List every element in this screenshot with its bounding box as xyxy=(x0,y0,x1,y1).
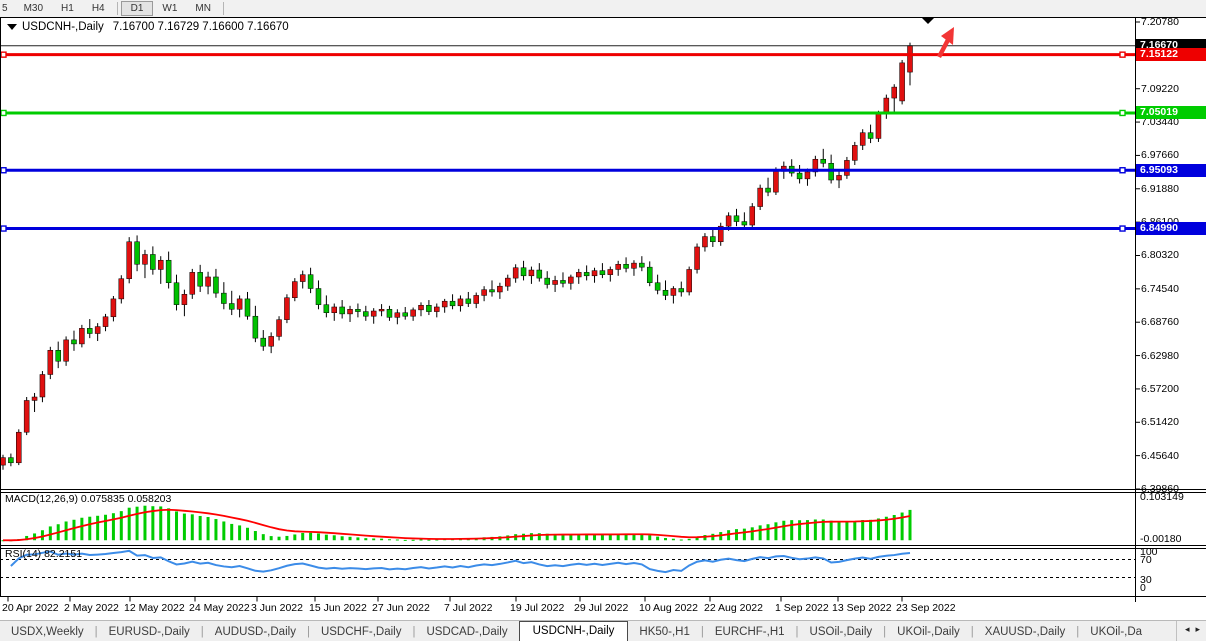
price-badge-7.15122: 7.15122 xyxy=(1136,48,1206,62)
timeframe-button-m30[interactable]: M30 xyxy=(23,3,44,14)
rsi-axis-100: 100 xyxy=(1140,546,1158,558)
rsi-indicator-label: RSI(14) 82.2151 xyxy=(5,548,83,560)
date-axis-label: 2 May 2022 xyxy=(64,602,119,614)
date-axis-label: 29 Jul 2022 xyxy=(574,602,629,614)
date-axis-label: 19 Jul 2022 xyxy=(510,602,565,614)
chart-tab-xauusd-daily[interactable]: XAUUSD-,Daily xyxy=(984,626,1066,638)
chart-tab-usdcnh-daily[interactable]: USDCNH-,Daily xyxy=(518,621,629,641)
timeframe-button-w1[interactable]: W1 xyxy=(162,3,178,14)
timeframe-button-mn[interactable]: MN xyxy=(195,3,211,14)
price-tick-label: 7.09220 xyxy=(1141,82,1179,95)
tab-separator: | xyxy=(200,626,204,638)
timeframe-toolbar: 5 M30 H1 H4 D1 W1 MN xyxy=(0,0,1206,17)
date-axis-label: 22 Aug 2022 xyxy=(704,602,763,614)
chart-tab-usdx-weekly[interactable]: USDX,Weekly xyxy=(11,626,84,638)
toolbar-separator xyxy=(116,2,118,15)
date-axis-label: 15 Jun 2022 xyxy=(309,602,367,614)
chart-tab-bar: USDX,Weekly | EURUSD-,Daily | AUDUSD-,Daily |… xyxy=(0,620,1206,641)
price-tick-label: 6.45640 xyxy=(1141,449,1179,462)
rsi-axis-70: 70 xyxy=(1140,554,1152,566)
chart-tab-audusd-daily[interactable]: AUDUSD-,Daily xyxy=(214,626,296,638)
chart-tab-hk50-h1[interactable]: HK50-,H1 xyxy=(639,626,690,638)
price-tick-label: 6.68760 xyxy=(1141,316,1179,329)
tab-scroll-right-icon[interactable]: ▸ xyxy=(1195,624,1200,634)
rsi-axis-0: 0 xyxy=(1140,581,1146,594)
date-axis-label: 13 Sep 2022 xyxy=(832,602,892,614)
chart-tab-ukoil-da[interactable]: UKOil-,Da xyxy=(1090,626,1143,638)
chart-tab-usdcad-daily[interactable]: USDCAD-,Daily xyxy=(426,626,508,638)
candlestick-series xyxy=(0,42,913,470)
macd-signal-line xyxy=(2,508,911,542)
price-badge-7.05019: 7.05019 xyxy=(1136,106,1206,120)
macd-histogram xyxy=(1,505,912,542)
date-axis-label: 20 Apr 2022 xyxy=(2,602,59,614)
chart-ohlc-quotes: 7.16700 7.16729 7.16600 7.16670 xyxy=(112,21,289,33)
macd-indicator-label: MACD(12,26,9) 0.075835 0.058203 xyxy=(5,493,172,505)
symbol-dropdown-icon[interactable] xyxy=(7,24,17,30)
hline-7.05019[interactable] xyxy=(0,109,1135,117)
rsi-line xyxy=(10,549,911,574)
toolbar-separator xyxy=(222,2,224,15)
hline-6.84990[interactable] xyxy=(0,225,1135,232)
macd-axis-min: -0.00180 xyxy=(1140,533,1182,545)
chart-tab-ukoil-daily[interactable]: UKOil-,Daily xyxy=(897,626,960,638)
chart-tab-usoil-daily[interactable]: USOil-,Daily xyxy=(809,626,873,638)
date-axis-label: 3 Jun 2022 xyxy=(251,602,303,614)
price-tick-label: 6.91880 xyxy=(1141,182,1179,195)
price-tick-label: 6.51420 xyxy=(1141,416,1179,429)
price-tick-label: 6.57200 xyxy=(1141,382,1179,395)
chart-tab-eurchf-h1[interactable]: EURCHF-,H1 xyxy=(714,626,785,638)
timeframe-button-h1[interactable]: H1 xyxy=(61,3,74,14)
hline-7.15122[interactable] xyxy=(0,51,1135,58)
chart-title: USDCNH-,Daily 7.16700 7.16729 7.16600 7.… xyxy=(7,21,289,33)
chart-symbol-label: USDCNH-,Daily xyxy=(22,21,104,33)
price-badge-6.84990: 6.84990 xyxy=(1136,222,1206,236)
price-tick-label: 6.74540 xyxy=(1141,282,1179,295)
timeframe-button-h4[interactable]: H4 xyxy=(91,3,105,14)
tab-separator: | xyxy=(700,626,704,638)
date-axis-label: 1 Sep 2022 xyxy=(775,602,829,614)
macd-axis-max: 0.103149 xyxy=(1140,491,1184,503)
date-axis-label: 27 Jun 2022 xyxy=(372,602,430,614)
price-tick-label: 6.39860 xyxy=(1141,482,1179,495)
chart-tab-usdchf-daily[interactable]: USDCHF-,Daily xyxy=(320,626,402,638)
timeframe-button-d1[interactable]: D1 xyxy=(120,1,154,16)
date-axis-label: 23 Sep 2022 xyxy=(896,602,956,614)
tab-separator: | xyxy=(970,626,974,638)
tab-scroll-controls: ◂ ▸ xyxy=(1175,621,1206,641)
tab-separator: | xyxy=(306,626,310,638)
price-badge-6.95093: 6.95093 xyxy=(1136,163,1206,177)
date-axis-label: 7 Jul 2022 xyxy=(444,602,493,614)
date-axis-label: 24 May 2022 xyxy=(189,602,250,614)
tab-separator: | xyxy=(883,626,887,638)
tab-separator: | xyxy=(1076,626,1080,638)
price-tick-label: 6.62980 xyxy=(1141,349,1179,362)
tab-scroll-left-icon[interactable]: ◂ xyxy=(1184,624,1190,634)
chart-tab-eurusd-daily[interactable]: EURUSD-,Daily xyxy=(108,626,190,638)
tab-separator: | xyxy=(94,626,98,638)
hline-6.95093[interactable] xyxy=(0,167,1135,174)
scroll-to-end-triangle-icon[interactable] xyxy=(922,18,934,24)
price-tick-label: 6.97660 xyxy=(1141,149,1179,162)
date-axis-label: 12 May 2022 xyxy=(124,602,185,614)
price-tick-label: 7.20780 xyxy=(1141,16,1179,28)
price-tick-label: 6.80320 xyxy=(1141,249,1179,262)
tab-separator: | xyxy=(412,626,416,638)
date-axis-label: 10 Aug 2022 xyxy=(639,602,698,614)
rsi-axis-30: 30 xyxy=(1140,573,1152,586)
tab-separator: | xyxy=(795,626,799,638)
timeframe-button-5[interactable]: 5 xyxy=(2,3,8,14)
trend-arrow-annotation[interactable] xyxy=(937,27,954,59)
